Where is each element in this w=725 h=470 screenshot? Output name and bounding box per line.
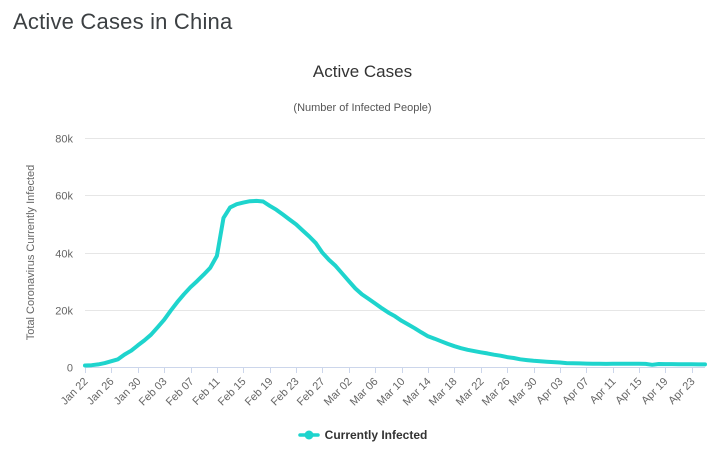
x-axis-tick-label: Apr 11 (588, 376, 619, 407)
x-axis-tick-label: Apr 03 (534, 376, 565, 407)
y-axis-tick-label: 40k (55, 249, 73, 261)
x-axis-tick-label: Feb 23 (269, 376, 302, 409)
x-axis-tick-label: Feb 07 (164, 376, 197, 409)
x-axis-tick-label: Mar 06 (348, 376, 381, 409)
y-axis-tick-label: 60k (55, 191, 73, 203)
y-axis-tick-label: 20k (55, 306, 73, 318)
x-axis-tick-label: Apr 23 (666, 376, 697, 407)
x-axis-tick-label: Mar 22 (454, 376, 487, 409)
series-line-currently-infected[interactable] (83, 198, 707, 368)
x-axis-tick-label: Mar 26 (480, 376, 513, 409)
y-axis-tick-label: 0 (67, 363, 73, 375)
y-axis-tick-label: 80k (55, 134, 73, 146)
x-axis-tick-label: Apr 19 (639, 376, 670, 407)
y-axis-title: Total Coronavirus Currently Infected (25, 165, 37, 340)
x-axis-tick-label: Mar 02 (322, 376, 355, 409)
x-axis-tick-label: Jan 26 (85, 376, 117, 408)
legend-label: Currently Infected (324, 428, 428, 442)
x-axis-tick-label: Feb 03 (137, 376, 170, 409)
x-axis-tick-label: Feb 19 (243, 376, 276, 409)
chart-subtitle: (Number of Infected People) (293, 102, 432, 114)
legend: Currently Infected (0, 428, 725, 442)
legend-line-marker-icon (297, 430, 320, 440)
legend-item-currently-infected[interactable]: Currently Infected (297, 428, 428, 442)
legend-marker-dot (304, 430, 314, 440)
chart-title: Active Cases (312, 62, 413, 81)
x-axis-tick-label: Mar 10 (375, 376, 408, 409)
x-axis-tick-label: Mar 14 (401, 376, 434, 409)
x-axis-tick-label: Mar 30 (507, 376, 540, 409)
x-axis-tick-label: Apr 07 (560, 376, 591, 407)
x-axis-tick-label: Mar 18 (427, 376, 460, 409)
x-axis-tick-label: Apr 15 (613, 376, 644, 407)
x-axis-tick-label: Jan 22 (59, 376, 91, 408)
x-axis-tick-label: Feb 27 (295, 376, 328, 409)
page-title: Active Cases in China (13, 9, 233, 34)
x-axis-tick-label: Feb 15 (216, 376, 249, 409)
